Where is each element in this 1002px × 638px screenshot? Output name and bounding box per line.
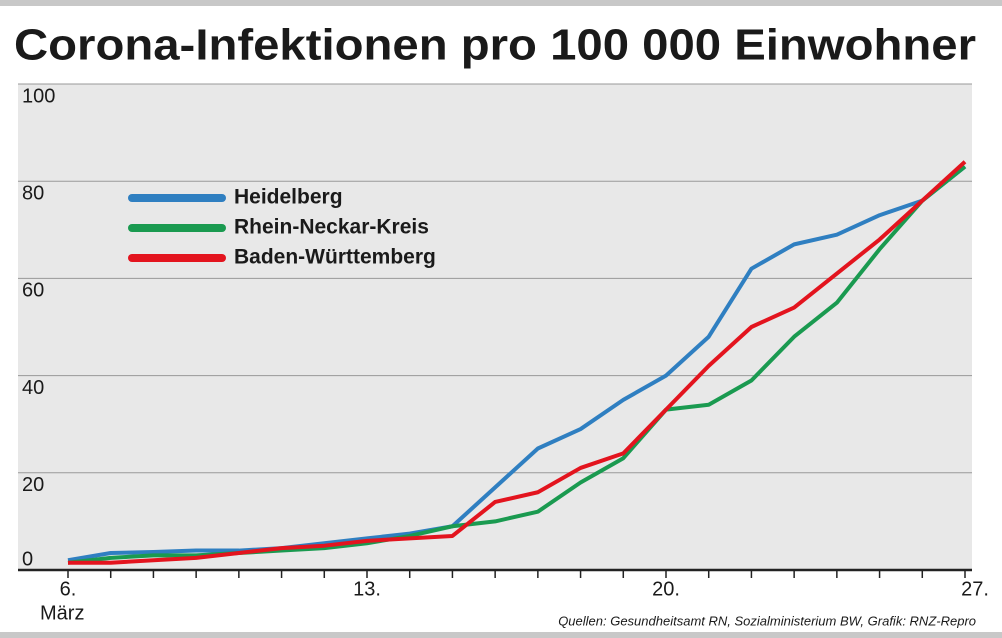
- legend-label: Heidelberg: [234, 186, 343, 209]
- x-tick-label: 20.: [652, 578, 680, 600]
- y-tick-label: 80: [22, 182, 44, 204]
- series-line: [67, 165, 967, 563]
- y-tick-label: 100: [22, 85, 55, 107]
- series-line: [68, 160, 967, 565]
- chart-title: Corona-Infektionen pro 100 000 Einwohner: [14, 21, 976, 70]
- x-tick-label: 6.: [60, 578, 77, 600]
- legend-label: Baden-Württemberg: [234, 246, 436, 269]
- plot-background: [18, 84, 972, 570]
- top-stripe: [0, 0, 1002, 6]
- y-tick-label: 40: [22, 377, 44, 399]
- legend-label: Rhein-Neckar-Kreis: [234, 216, 429, 239]
- bottom-stripe: [0, 632, 1002, 638]
- source: Quellen: Gesundheitsamt RN, Sozialminist…: [558, 613, 976, 628]
- y-tick-label: 20: [22, 474, 44, 496]
- x-tick-label: 13.: [353, 578, 381, 600]
- y-tick-label: 60: [22, 280, 44, 302]
- x-sublabel: März: [40, 602, 84, 624]
- x-tick-label: 27.: [961, 578, 989, 600]
- y-tick-label: 0: [22, 548, 33, 570]
